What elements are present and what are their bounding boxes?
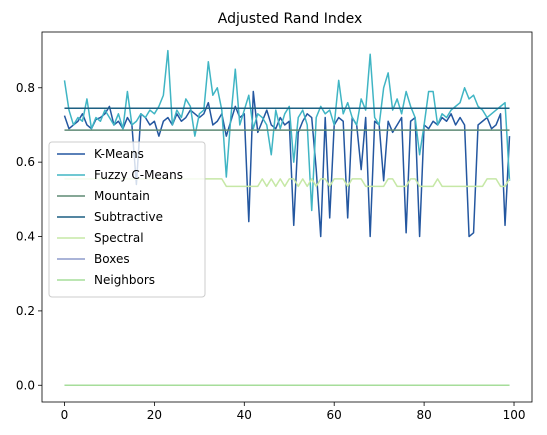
legend-label: Spectral <box>94 231 144 245</box>
legend-label: Boxes <box>94 252 130 266</box>
y-tick-label: 0.8 <box>16 81 35 95</box>
x-tick-label: 80 <box>416 408 431 422</box>
y-tick-label: 0.0 <box>16 378 35 392</box>
x-tick-label: 0 <box>61 408 69 422</box>
legend-label: Neighbors <box>94 273 155 287</box>
y-tick-label: 0.4 <box>16 230 35 244</box>
legend-label: K-Means <box>94 147 144 161</box>
x-tick-label: 20 <box>147 408 162 422</box>
x-tick-label: 60 <box>327 408 342 422</box>
legend-label: Mountain <box>94 189 150 203</box>
legend: K-Means Fuzzy C-Means Mountain Subtractive S… <box>49 142 205 297</box>
chart-title: Adjusted Rand Index <box>218 11 362 27</box>
y-tick-label: 0.2 <box>16 304 35 318</box>
y-tick-label: 0.6 <box>16 155 35 169</box>
legend-label: Subtractive <box>94 210 163 224</box>
x-tick-label: 40 <box>237 408 252 422</box>
legend-label: Fuzzy C-Means <box>94 168 183 182</box>
x-tick-label: 100 <box>503 408 526 422</box>
